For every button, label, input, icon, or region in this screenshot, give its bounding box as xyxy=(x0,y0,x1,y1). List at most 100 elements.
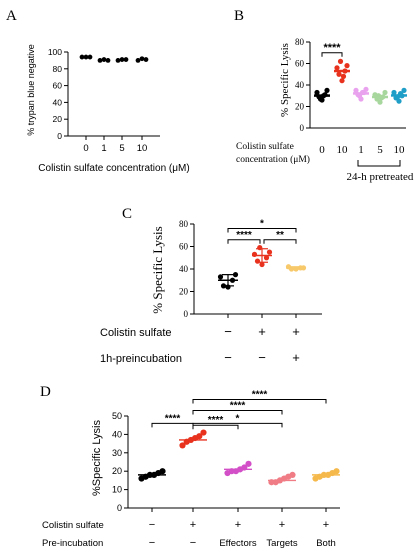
panel-a-data-point xyxy=(105,58,111,63)
panel-c-row-label-preincubation: 1h-preincubation xyxy=(100,353,182,365)
panel-c-y-ticks: 0 20 40 60 80 xyxy=(179,219,194,319)
panel-b-significance-label: **** xyxy=(323,42,341,54)
panel-b-data-point xyxy=(337,58,344,64)
panel-a-data-point xyxy=(123,57,129,62)
panel-b-data-point xyxy=(344,63,350,69)
panel-a-data-point xyxy=(143,57,149,62)
panel-b-data-point xyxy=(401,87,407,93)
panel-c-data-point xyxy=(220,283,227,289)
panel-b-data-point xyxy=(320,93,327,99)
panel-c-data-point xyxy=(257,245,263,251)
panel-d-condition-cell: + xyxy=(323,519,329,531)
panel-d-condition-cell: − xyxy=(190,537,196,549)
panel-c-significance-bracket xyxy=(227,239,261,244)
panel-a-data-point xyxy=(119,57,125,62)
panel-c-data-point xyxy=(263,255,270,261)
panel-d-significance-label: * xyxy=(236,413,240,424)
panel-d-condition-cell: + xyxy=(279,519,285,531)
panel-b-x-ticks: 0 10 1 5 10 xyxy=(319,144,405,156)
panel-letter-c: C xyxy=(122,206,132,222)
panel-d-data-point xyxy=(333,468,340,475)
panel-d-ytick-label: 20 xyxy=(112,466,122,476)
panel-d-significance-bracket xyxy=(192,422,283,428)
panel-b-data-point xyxy=(378,95,385,101)
panel-d-ytick-label: 40 xyxy=(112,429,122,439)
panel-a-xlabel: Colistin sulfate concentration (μM) xyxy=(38,163,189,174)
panel-d-significance-label: **** xyxy=(208,415,224,426)
panel-d-significance-bracket xyxy=(192,398,327,404)
panel-b-xtick-label: 0 xyxy=(319,144,325,156)
panel-c-data-point xyxy=(229,277,236,283)
panel-d-condition-cell: Targets xyxy=(266,538,297,549)
panel-c-condition-cell: + xyxy=(292,350,300,365)
panel-d-significance-label: **** xyxy=(230,400,246,411)
panel-d-condition-cell: Both xyxy=(316,538,336,549)
panel-c-significance-label: * xyxy=(260,219,264,230)
panel-c-points xyxy=(217,245,307,290)
panel-c-ylabel: % Specific Lysis xyxy=(150,226,165,313)
panel-b-xtick-label: 1 xyxy=(358,144,364,156)
panel-c-ytick-label: 40 xyxy=(179,264,189,274)
panel-b-data-point xyxy=(382,89,388,96)
panel-b-data-point xyxy=(324,87,330,93)
panel-a-points xyxy=(79,54,149,63)
panel-c-significance: ***** ** xyxy=(227,219,297,244)
panel-b-data-point xyxy=(314,89,320,96)
panel-b-data-point xyxy=(336,71,342,77)
panel-d-mean-lines xyxy=(138,439,340,482)
panel-b-xlabel-line2: concentration (μM) xyxy=(236,154,310,165)
panel-a-ytick-label: 20 xyxy=(53,114,63,124)
panel-a-data-point xyxy=(101,57,107,62)
panel-c-condition-cell: + xyxy=(258,324,266,339)
panel-d-row-label-colistin: Colistin sulfate xyxy=(42,520,104,531)
panel-d-data-point xyxy=(196,433,203,440)
panel-d-ytick-label: 50 xyxy=(112,411,122,421)
panel-d-condition-table: − + + + + − − Effectors Targets Both xyxy=(149,519,336,549)
panel-c-data-point xyxy=(266,249,273,255)
panel-b-ytick-label: 0 xyxy=(300,123,305,133)
panel-d-significance: **** **** ********* xyxy=(151,389,327,430)
panel-b-data-point xyxy=(391,89,397,96)
panel-c-significance-bracket xyxy=(227,228,297,233)
panel-b-data-point xyxy=(334,65,340,71)
panel-d-ytick-label: 30 xyxy=(112,448,122,458)
panel-c-data-point xyxy=(232,272,239,278)
panel-d-significance-bracket xyxy=(192,409,283,415)
panel-b-points xyxy=(314,58,407,105)
panel-c-significance-label: ** xyxy=(276,230,284,241)
panel-c-condition-cell: + xyxy=(292,324,300,339)
panel-c-x-ticks xyxy=(227,314,297,318)
panel-letter-d: D xyxy=(40,384,51,400)
panel-a-ytick-label: 100 xyxy=(48,47,62,57)
panel-a-ylabel: % trypan blue negative xyxy=(26,44,36,136)
panel-a-data-point xyxy=(87,54,93,60)
panel-b-xtick-label: 5 xyxy=(377,144,383,156)
panel-d-data-point xyxy=(289,471,296,478)
panel-c-condition-table: − + + − − + xyxy=(224,324,300,365)
panel-d-points xyxy=(138,429,340,486)
panel-c-row-label-colistin: Colistin sulfate xyxy=(100,327,172,339)
panel-b-ytick-label: 60 xyxy=(295,59,305,69)
panel-a: % trypan blue negative 0 20 40 60 80 100 0 1 5 1… xyxy=(26,44,190,174)
panel-b-pretreated-bracket xyxy=(357,160,401,167)
panel-a-data-point xyxy=(79,54,85,60)
panel-a-ytick-label: 0 xyxy=(57,131,62,141)
panel-b-data-point xyxy=(363,86,369,92)
panel-b-ytick-label: 20 xyxy=(295,102,305,112)
panel-a-y-ticks: 0 20 40 60 80 100 xyxy=(48,47,68,141)
panel-c-data-point xyxy=(285,264,292,270)
panel-d-row-label-preincubation: Pre-incubation xyxy=(42,538,103,549)
panel-c-data-point xyxy=(251,251,258,257)
panel-d-significance-label: **** xyxy=(252,389,268,400)
panel-d-data-point xyxy=(241,464,248,471)
panel-a-data-point xyxy=(97,58,103,63)
panel-b-data-point xyxy=(339,78,345,84)
panel-a-data-point xyxy=(115,58,121,63)
panel-c-ytick-label: 0 xyxy=(184,309,189,319)
panel-a-xtick-label: 10 xyxy=(137,143,148,154)
panel-d-condition-cell: − xyxy=(149,519,155,531)
panel-a-ytick-label: 60 xyxy=(53,81,63,91)
